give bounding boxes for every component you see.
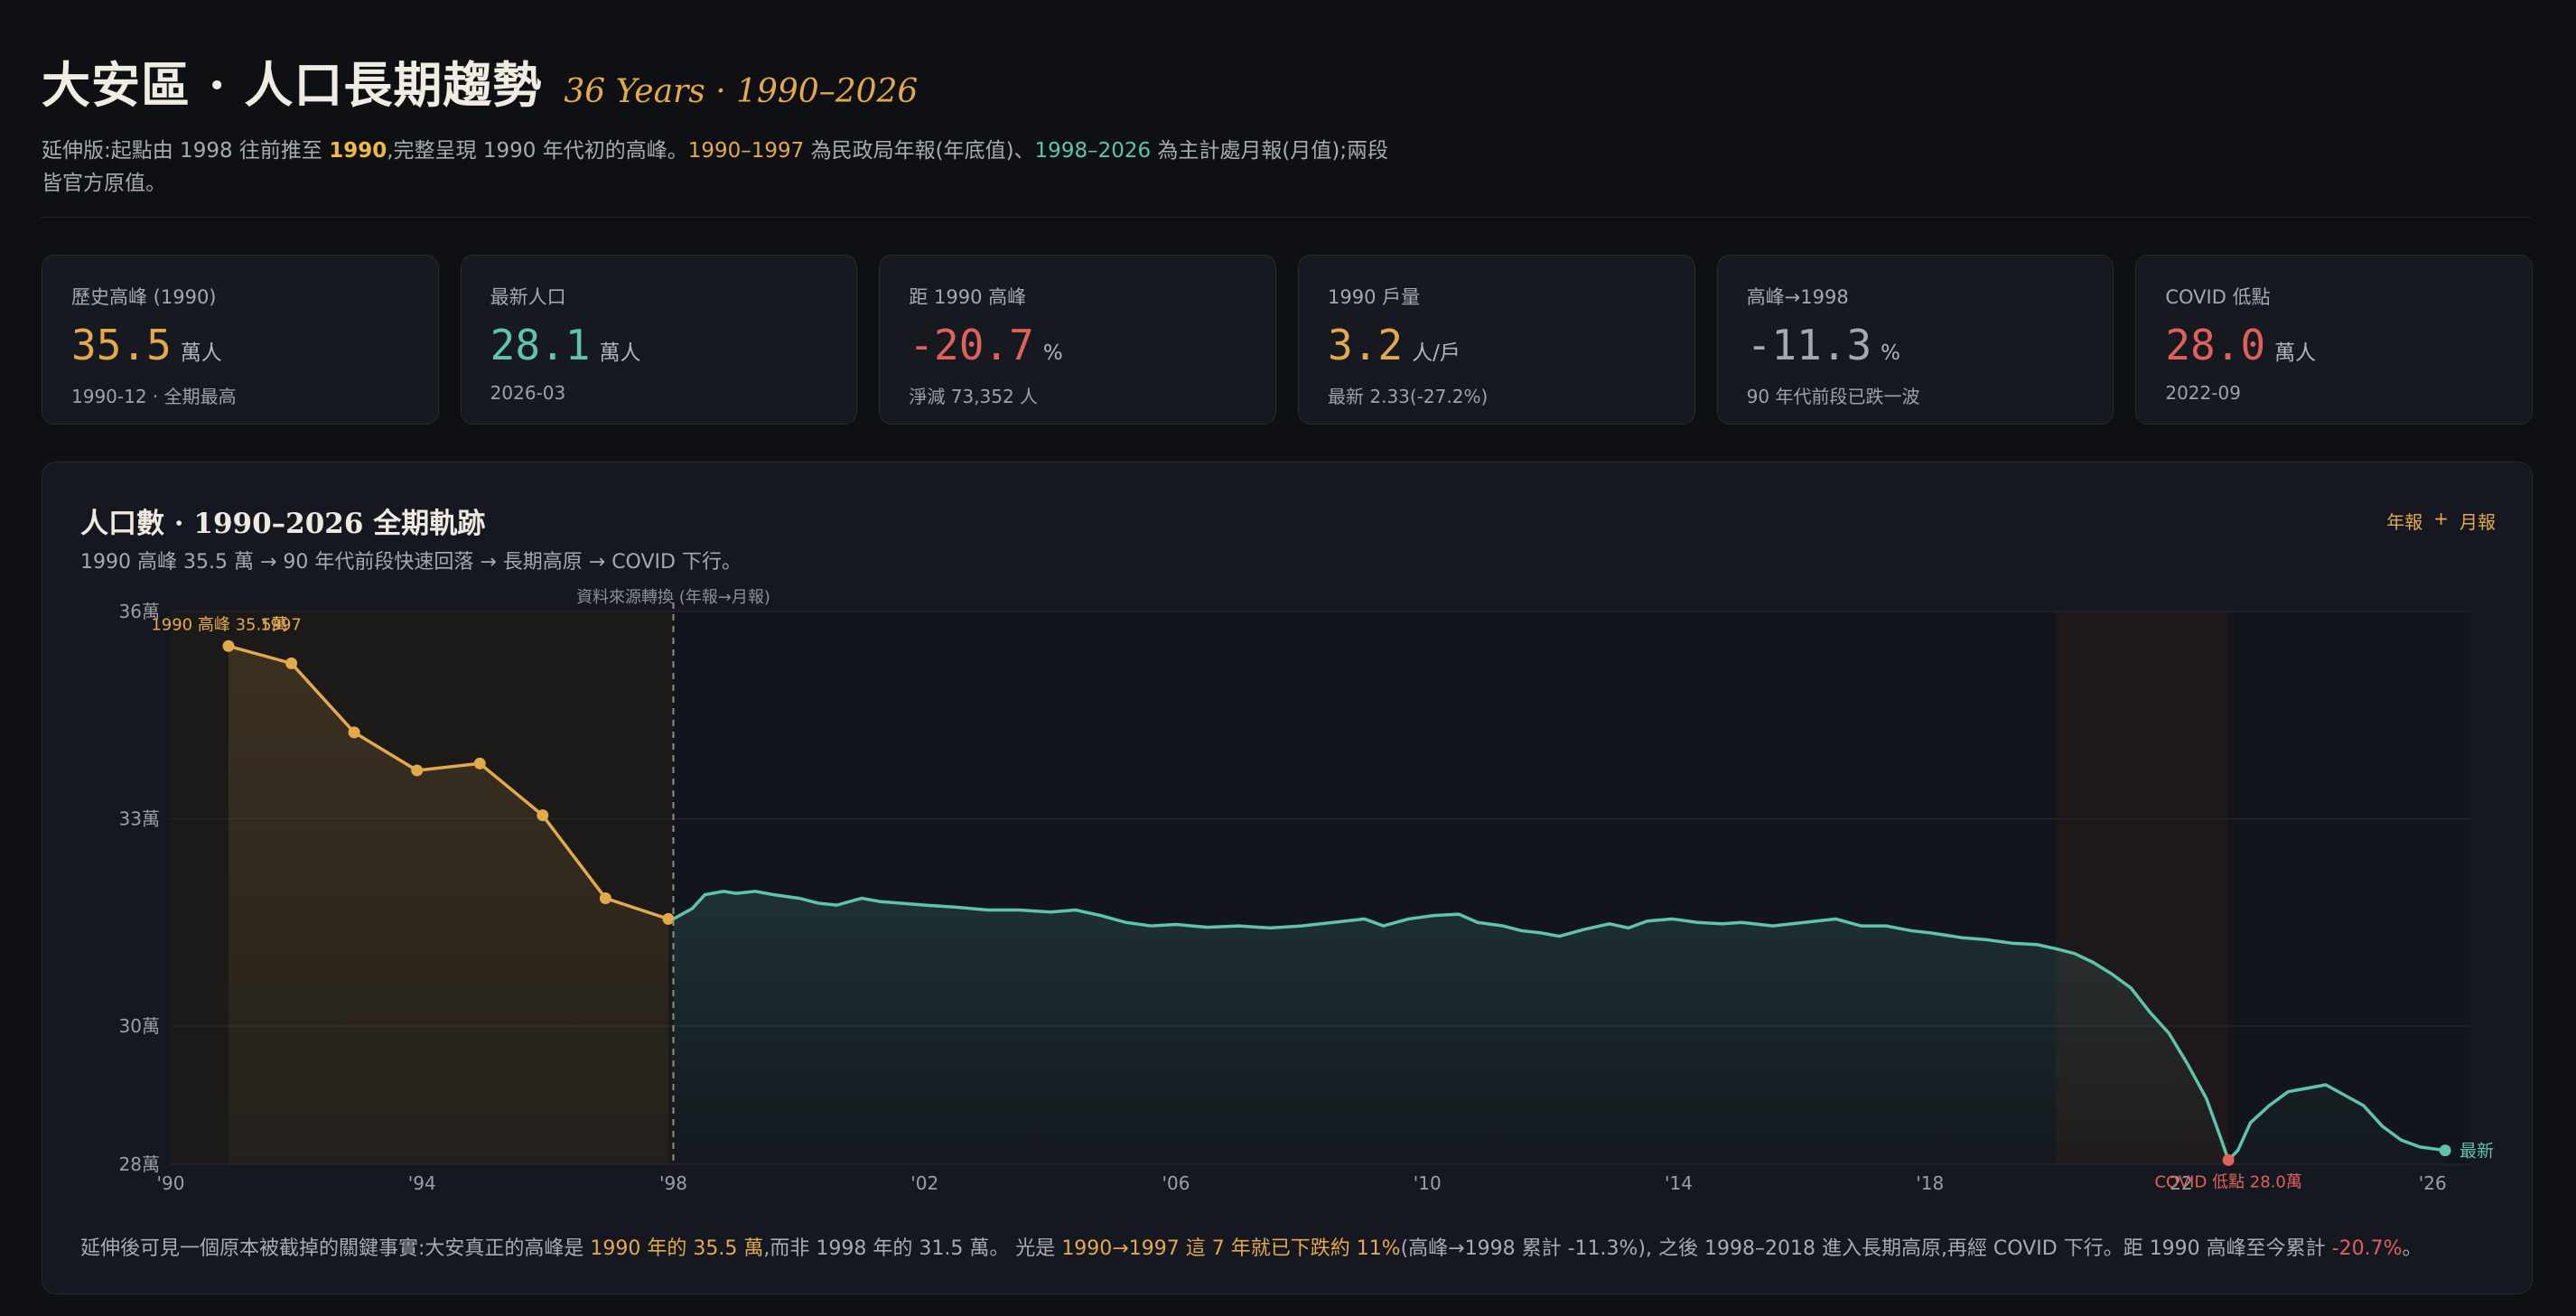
x-tick-label: '98	[659, 1172, 687, 1194]
kpi-label: 1990 戶量	[1328, 286, 1421, 308]
footnote-highlight-total: -20.7%	[2331, 1237, 2403, 1260]
monthly-area	[673, 891, 2446, 1164]
kpi-row: 歷史高峰 (1990) 35.5 萬人 1990-12 · 全期最高 最新人口 2…	[42, 255, 2534, 425]
footnote-text: ,而非 1998 年的 31.5 萬。 光是	[763, 1237, 1062, 1260]
annual-data-point	[411, 764, 424, 777]
kpi-label: 距 1990 高峰	[909, 286, 1027, 308]
kpi-value: 3.2	[1328, 321, 1404, 369]
latest-point	[2439, 1144, 2451, 1157]
kpi-label: 最新人口	[490, 286, 566, 308]
chart-legend: 年報 + 月報	[2386, 508, 2496, 534]
kpi-label: 歷史高峰 (1990)	[71, 286, 217, 308]
y-tick-label: 36萬	[119, 601, 160, 622]
peak-label: 1990 高峰 35.5萬	[151, 615, 287, 634]
kpi-note: 淨減 73,352 人	[909, 386, 1039, 407]
legend-monthly: 月報	[2459, 511, 2496, 533]
annual-data-point	[599, 891, 611, 904]
x-tick-label: '90	[157, 1172, 185, 1194]
kpi-unit: 萬人	[599, 341, 641, 365]
source-switch-label: 資料來源轉換 (年報→月報)	[576, 588, 770, 607]
x-tick-label: 22	[2170, 1172, 2192, 1194]
footnote-highlight-peak: 1990 年的 35.5 萬	[590, 1237, 764, 1260]
x-tick-label: '02	[910, 1172, 938, 1194]
kpi-note: 2022-09	[2165, 382, 2241, 404]
x-tick-label: '14	[1665, 1172, 1693, 1194]
chart-card: 人口數 · 1990–2026 全期軌跡 1990 高峰 35.5 萬 → 90…	[42, 462, 2533, 1294]
x-tick-label: '18	[1916, 1172, 1944, 1194]
footnote-text: 延伸後可見一個原本被截掉的關鍵事實:大安真正的高峰是	[80, 1237, 591, 1260]
annual-data-point	[348, 726, 360, 739]
x-tick-label: '06	[1162, 1172, 1190, 1194]
covid-low-point	[2222, 1153, 2235, 1166]
kpi-label: 高峰→1998	[1746, 286, 1849, 308]
page-subtitle: 延伸版:起點由 1998 往前推至 1990,完整呈現 1990 年代初的高峰。…	[42, 135, 1396, 200]
chart-title: 人口數 · 1990–2026 全期軌跡	[80, 508, 486, 540]
x-tick-label: '26	[2419, 1172, 2447, 1194]
annual-area	[228, 646, 668, 1164]
footnote-text: 。	[2402, 1237, 2422, 1260]
page-title: 大安區 · 人口長期趨勢	[42, 56, 543, 114]
footnote-highlight-decline: 1990→1997 這 7 年就已下跌約 11%	[1061, 1237, 1401, 1260]
subtitle-text: 為主計處月報(月值);兩段皆官方原值。	[42, 139, 1389, 195]
subtitle-highlight-1990: 1990	[329, 139, 387, 163]
y-tick-label: 28萬	[119, 1153, 160, 1175]
subtitle-text: 為民政局年報(年底值)、	[804, 139, 1035, 163]
annual-end-label: 1997	[260, 615, 302, 634]
page-header: 大安區 · 人口長期趨勢 36 Years · 1990–2026 延伸版:起點…	[42, 45, 2534, 200]
kpi-value: -11.3	[1746, 321, 1872, 369]
kpi-note: 最新 2.33(-27.2%)	[1328, 386, 1489, 407]
annual-data-point	[285, 657, 298, 669]
subtitle-highlight-annual: 1990–1997	[687, 139, 805, 163]
subtitle-text: ,完整呈現 1990 年代初的高峰。	[387, 139, 688, 163]
chart-subtitle: 1990 高峰 35.5 萬 → 90 年代前段快速回落 → 長期高原 → CO…	[80, 551, 742, 574]
annual-data-point	[473, 757, 486, 770]
kpi-unit: 萬人	[180, 341, 222, 365]
kpi-value: 28.0	[2165, 321, 2266, 369]
chart-footnote: 延伸後可見一個原本被截掉的關鍵事實:大安真正的高峰是 1990 年的 35.5 …	[80, 1232, 2422, 1261]
subtitle-highlight-monthly: 1998–2026	[1034, 139, 1152, 163]
subtitle-text: 延伸版:起點由 1998 往前推至	[42, 139, 330, 163]
kpi-note: 1990-12 · 全期最高	[71, 386, 237, 407]
latest-label: 最新	[2459, 1142, 2494, 1162]
header-divider	[42, 217, 2531, 218]
kpi-value: -20.7	[909, 321, 1034, 369]
kpi-card-latest: 最新人口 28.1 萬人 2026-03	[460, 255, 858, 425]
kpi-unit: 萬人	[2274, 341, 2317, 365]
y-tick-label: 30萬	[119, 1015, 160, 1037]
kpi-unit: %	[1881, 341, 1901, 365]
kpi-unit: %	[1042, 341, 1063, 365]
annual-data-point	[537, 809, 549, 822]
page-title-sub: 36 Years · 1990–2026	[564, 73, 919, 110]
population-line-chart: 36萬 33萬 30萬 28萬'90 '94 '98 '02 '06 '10 '14 '18 22 '2…	[119, 588, 2495, 1194]
kpi-card-peak: 歷史高峰 (1990) 35.5 萬人 1990-12 · 全期最高	[42, 255, 439, 425]
kpi-label: COVID 低點	[2165, 286, 2271, 308]
kpi-card-covid-low: COVID 低點 28.0 萬人 2022-09	[2135, 255, 2534, 425]
kpi-value: 35.5	[71, 321, 172, 369]
kpi-note: 2026-03	[490, 382, 566, 404]
kpi-card-peak-to-1998: 高峰→1998 -11.3% 90 年代前段已跌一波	[1716, 255, 2114, 425]
annual-data-point	[222, 639, 235, 652]
y-tick-label: 33萬	[119, 808, 160, 830]
kpi-card-change-from-peak: 距 1990 高峰 -20.7% 淨減 73,352 人	[879, 255, 1277, 425]
monthly-series-line	[672, 890, 2446, 1162]
x-tick-label: '10	[1414, 1172, 1442, 1194]
annual-data-point	[662, 912, 675, 925]
kpi-unit: 人/戶	[1412, 341, 1461, 365]
kpi-value: 28.1	[490, 321, 591, 369]
covid-low-label: COVID 低點 28.0萬	[2154, 1172, 2301, 1191]
annual-series-line	[228, 644, 669, 921]
x-tick-label: '94	[408, 1172, 436, 1194]
legend-plus: +	[2433, 508, 2449, 529]
title-row: 大安區 · 人口長期趨勢 36 Years · 1990–2026	[42, 45, 2534, 117]
footnote-text: (高峰→1998 累計 -11.3%), 之後 1998–2018 進入長期高原…	[1400, 1237, 2332, 1260]
kpi-note: 90 年代前段已跌一波	[1746, 386, 1920, 407]
kpi-card-household-size: 1990 戶量 3.2 人/戶 最新 2.33(-27.2%)	[1298, 255, 1695, 425]
legend-annual: 年報	[2386, 511, 2423, 533]
